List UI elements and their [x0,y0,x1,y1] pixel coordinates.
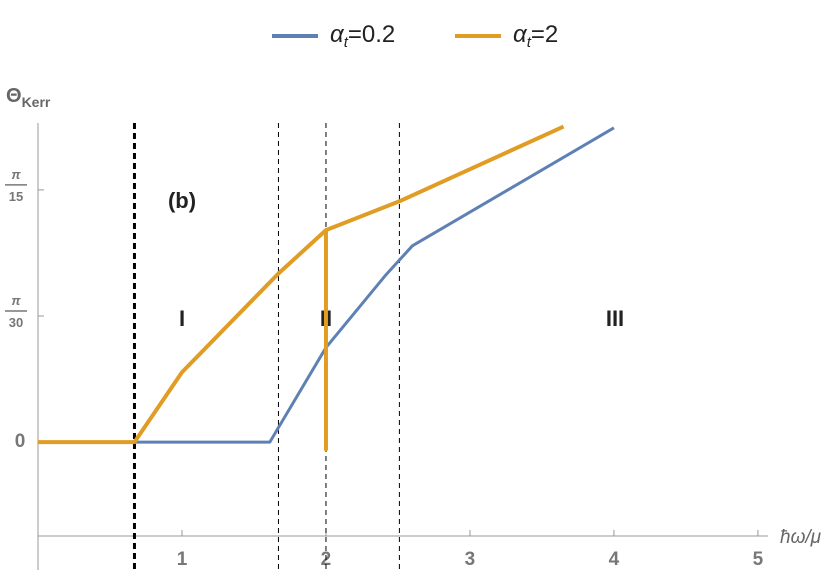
x-tick-label: 4 [609,549,620,570]
x-axis-label: ħω/μ [780,527,822,548]
annotation: III [606,306,624,331]
y-axis-label: ΘKerr [6,85,51,109]
annotation: I [179,306,185,331]
legend-label: αt=2 [513,21,558,51]
y-tick-label: 0 [15,431,26,452]
x-tick-label: 1 [177,549,188,570]
annotation: (b) [168,188,196,213]
line-series [38,124,565,452]
y-tick-label: π/15 [9,167,23,204]
legend-label: αt=0.2 [330,21,395,51]
x-tick-label: 5 [753,549,764,570]
y-tick-label: π/30 [9,293,23,330]
x-tick-label: 3 [465,549,476,570]
